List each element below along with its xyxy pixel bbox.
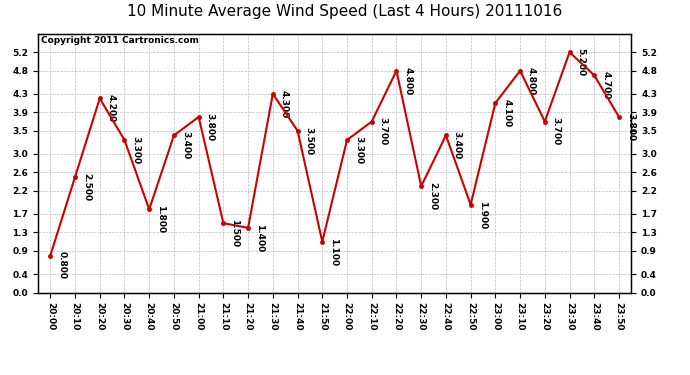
Text: 1.800: 1.800 — [156, 205, 165, 233]
Text: 3.800: 3.800 — [626, 113, 635, 141]
Text: 3.800: 3.800 — [206, 113, 215, 141]
Text: 0.800: 0.800 — [57, 251, 66, 279]
Text: 3.300: 3.300 — [131, 136, 141, 164]
Text: 3.400: 3.400 — [453, 131, 462, 159]
Text: 1.100: 1.100 — [329, 237, 338, 266]
Text: 5.200: 5.200 — [576, 48, 586, 76]
Text: 2.300: 2.300 — [428, 182, 437, 210]
Text: 4.700: 4.700 — [601, 71, 610, 99]
Text: 4.200: 4.200 — [107, 94, 116, 123]
Text: 3.700: 3.700 — [552, 117, 561, 146]
Text: Copyright 2011 Cartronics.com: Copyright 2011 Cartronics.com — [41, 36, 199, 45]
Text: 10 Minute Average Wind Speed (Last 4 Hours) 20111016: 10 Minute Average Wind Speed (Last 4 Hou… — [128, 4, 562, 19]
Text: 4.100: 4.100 — [502, 99, 511, 127]
Text: 3.500: 3.500 — [304, 127, 313, 155]
Text: 3.400: 3.400 — [181, 131, 190, 159]
Text: 1.900: 1.900 — [477, 201, 486, 229]
Text: 4.800: 4.800 — [527, 66, 536, 95]
Text: 4.300: 4.300 — [279, 90, 289, 118]
Text: 2.500: 2.500 — [82, 173, 91, 201]
Text: 4.800: 4.800 — [404, 66, 413, 95]
Text: 1.400: 1.400 — [255, 224, 264, 252]
Text: 3.300: 3.300 — [354, 136, 363, 164]
Text: 1.500: 1.500 — [230, 219, 239, 247]
Text: 3.700: 3.700 — [379, 117, 388, 146]
